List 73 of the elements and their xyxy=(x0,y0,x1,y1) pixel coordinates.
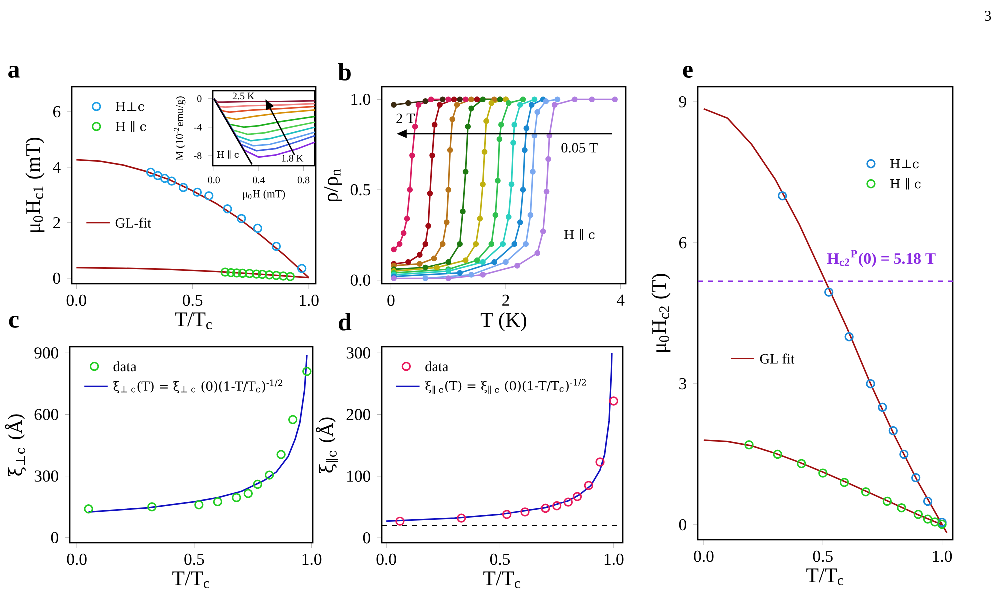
y-axis-title: ξ$_{⊥c}$ (Å) xyxy=(5,414,26,476)
text: a xyxy=(8,66,20,78)
x-tick-label: 0.4 xyxy=(253,176,266,184)
x-tick-label: 0.8 xyxy=(298,176,310,184)
x-tick-label: 0.0 xyxy=(376,554,396,566)
x-axis-title: T/T$_{c}$ xyxy=(806,568,844,586)
text: d xyxy=(339,313,352,331)
x-tick-label: 0.0 xyxy=(694,550,714,562)
x-axis-title: T/T$_{c}$ xyxy=(484,572,521,589)
annotation: 1.8 K xyxy=(282,155,304,162)
x-tick-label: 0.0 xyxy=(66,294,86,306)
x-tick-label: 0.5 xyxy=(813,550,833,562)
legend-label: GL fit xyxy=(760,354,795,364)
y-tick-label: 0 xyxy=(198,95,202,102)
y-axis-title: ξ$_{∥c}$ (Å) xyxy=(316,418,338,473)
x-tick-label: 0.0 xyxy=(67,554,87,566)
y-tick-label: 3 xyxy=(680,378,686,390)
text: b xyxy=(338,63,351,81)
x-tick-label: 0.0 xyxy=(208,176,220,184)
text: 3 xyxy=(984,10,992,22)
legend-label: data xyxy=(114,362,137,372)
y-tick-label: 4 xyxy=(53,162,61,173)
x-tick-label: 1.0 xyxy=(300,294,319,306)
ref-line-label: H$_{c2}$$^{P}$(0) = 5.18 T xyxy=(827,250,936,268)
annotation: 0.05 T xyxy=(562,143,598,153)
annotation: 2 T xyxy=(396,114,416,124)
y-tick-label: 0.5 xyxy=(350,184,370,196)
y-tick-label: -4 xyxy=(194,124,202,131)
text: c xyxy=(9,316,19,328)
y-tick-label: 300 xyxy=(34,470,58,482)
y-tick-label: 300 xyxy=(346,348,370,359)
x-tick-label: 1.0 xyxy=(302,554,322,566)
legend-label: GL-fit xyxy=(116,218,152,228)
y-tick-label: 6 xyxy=(679,237,687,249)
y-axis-title: μ$_{0}$H$_{c2}$ (T) xyxy=(652,274,671,352)
y-tick-label: 6 xyxy=(53,106,61,118)
legend-label: H ∥ c xyxy=(116,120,146,132)
legend-label: ξ$_{⊥ c}$(T) = ξ$_{⊥ c}$ (0)(1-T/T$_{c}$)$^{-1/2}$ xyxy=(114,380,283,394)
y-tick-label: 0 xyxy=(51,532,58,544)
text: e xyxy=(683,66,693,78)
y-tick-label: 2 xyxy=(54,217,60,228)
y-tick-label: 600 xyxy=(34,409,58,420)
y-axis-title: M (10$^{-2}$emu/g) xyxy=(174,96,186,160)
x-tick-label: 0 xyxy=(388,294,395,306)
legend-label: H⊥c xyxy=(116,102,144,112)
annotation: 2.5 K xyxy=(232,92,255,100)
y-tick-label: 200 xyxy=(346,409,370,420)
x-axis-title: μ$_{0}$H (mT) xyxy=(243,190,286,200)
y-tick-label: 9 xyxy=(679,96,686,108)
x-tick-label: 0.5 xyxy=(490,554,510,566)
legend-label: H⊥c xyxy=(890,159,919,169)
y-tick-label: 0 xyxy=(53,272,60,284)
y-axis-title: ρ/ρ$_{n}$ xyxy=(324,169,342,202)
y-tick-label: -8 xyxy=(194,152,202,160)
x-axis-title: T/T$_{c}$ xyxy=(172,572,210,589)
legend-label: ξ$_{∥ c}$(T) = ξ$_{∥ c}$ (0)(1-T/T$_{c}$)$^{-1/2}$ xyxy=(426,379,586,394)
x-axis-title: T/T$_{c}$ xyxy=(175,312,212,330)
legend-label: H ∥ c xyxy=(890,178,921,190)
x-tick-label: 4 xyxy=(616,294,625,306)
x-tick-label: 1.0 xyxy=(933,550,952,562)
y-tick-label: 0 xyxy=(679,519,686,531)
legend-label: data xyxy=(426,362,449,372)
x-axis-title: T (K) xyxy=(480,312,527,332)
y-tick-label: 100 xyxy=(348,470,370,482)
x-tick-label: 1.0 xyxy=(604,554,624,566)
y-tick-label: 0 xyxy=(363,532,370,544)
y-tick-label: 0.0 xyxy=(350,274,370,286)
x-tick-label: 2 xyxy=(502,294,510,306)
annotation: H ∥ c xyxy=(564,228,595,241)
y-tick-label: 900 xyxy=(34,348,58,359)
y-tick-label: 1.0 xyxy=(352,94,370,106)
y-axis-title: μ$_{0}$H$_{c1}$ (mT) xyxy=(26,138,45,232)
annotation: H ∥ c xyxy=(218,150,239,159)
